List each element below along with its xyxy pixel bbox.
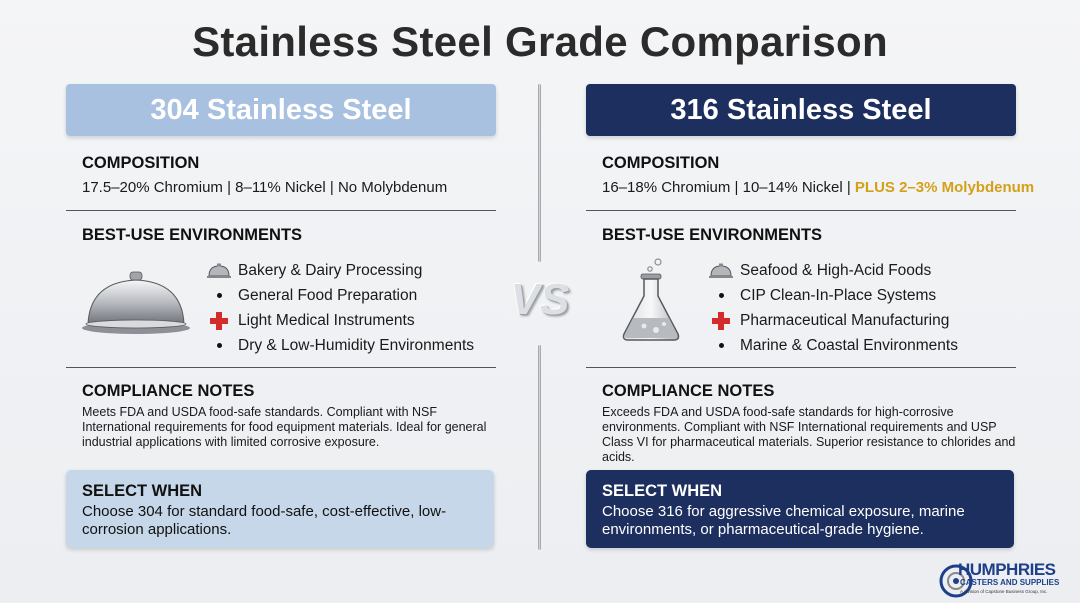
composition-title: COMPOSITION bbox=[602, 154, 720, 172]
env-item-label: Light Medical Instruments bbox=[238, 311, 415, 329]
cloche-icon bbox=[82, 271, 190, 334]
logo-caster-icon bbox=[939, 564, 973, 598]
list-item: Marine & Coastal Environments bbox=[706, 333, 958, 358]
compliance-notes-text: Exceeds FDA and USDA food-safe standards… bbox=[602, 405, 1016, 464]
logo-main-text: HUMPHRIES bbox=[958, 560, 1056, 579]
center-divider-top bbox=[538, 84, 541, 262]
compliance-notes-section: COMPLIANCE NOTES Meets FDA and USDA food… bbox=[82, 382, 496, 450]
bullet-icon bbox=[706, 293, 736, 298]
humphries-logo: HUMPHRIES CASTERS AND SUPPLIES A divisio… bbox=[938, 558, 1068, 600]
env-title: BEST-USE ENVIRONMENTS bbox=[602, 226, 823, 244]
env-list: Bakery & Dairy Processing General Food P… bbox=[204, 258, 474, 358]
cloche-icon bbox=[706, 263, 736, 279]
select-when-title: SELECT WHEN bbox=[82, 482, 203, 500]
compliance-notes-title: COMPLIANCE NOTES bbox=[82, 382, 255, 400]
divider bbox=[586, 367, 1016, 368]
env-item-label: General Food Preparation bbox=[238, 286, 418, 304]
medical-cross-icon bbox=[204, 311, 234, 330]
select-when-title: SELECT WHEN bbox=[602, 482, 723, 500]
select-when-text: Choose 304 for standard food-safe, cost-… bbox=[82, 503, 447, 538]
list-item: Bakery & Dairy Processing bbox=[204, 258, 474, 283]
env-section-title: BEST-USE ENVIRONMENTS bbox=[602, 226, 1016, 245]
vs-label: VS bbox=[510, 275, 570, 324]
page-title: Stainless Steel Grade Comparison bbox=[192, 18, 888, 65]
grade-316-header: 316 Stainless Steel bbox=[586, 84, 1016, 136]
grade-316-panel: 316 Stainless Steel COMPOSITION 16–18% C… bbox=[586, 84, 1034, 554]
logo-tagline: A division of Capstone Business Group, I… bbox=[960, 589, 1048, 594]
list-item: CIP Clean-In-Place Systems bbox=[706, 283, 958, 308]
select-when-text: Choose 316 for aggressive chemical expos… bbox=[602, 503, 965, 538]
env-item-label: Marine & Coastal Environments bbox=[740, 336, 958, 354]
list-item: Dry & Low-Humidity Environments bbox=[204, 333, 474, 358]
env-item-label: CIP Clean-In-Place Systems bbox=[740, 286, 937, 304]
select-when-box: SELECT WHEN Choose 316 for aggressive ch… bbox=[586, 470, 1014, 548]
divider bbox=[66, 210, 496, 211]
env-item-label: Bakery & Dairy Processing bbox=[238, 261, 423, 279]
env-title: BEST-USE ENVIRONMENTS bbox=[82, 226, 303, 244]
list-item: General Food Preparation bbox=[204, 283, 474, 308]
compliance-notes-text: Meets FDA and USDA food-safe standards. … bbox=[82, 405, 487, 449]
bullet-icon bbox=[706, 343, 736, 348]
grade-304-panel: 304 Stainless Steel COMPOSITION 17.5–20%… bbox=[66, 84, 496, 554]
select-when-box: SELECT WHEN Choose 304 for standard food… bbox=[66, 470, 494, 548]
logo-sub-text: CASTERS AND SUPPLIES bbox=[960, 578, 1060, 587]
composition-section: COMPOSITION 16–18% Chromium | 10–14% Nic… bbox=[602, 154, 1034, 196]
list-item: Pharmaceutical Manufacturing bbox=[706, 308, 958, 333]
bullet-icon bbox=[204, 343, 234, 348]
divider bbox=[66, 367, 496, 368]
bullet-icon bbox=[204, 293, 234, 298]
env-list: Seafood & High-Acid Foods CIP Clean-In-P… bbox=[706, 258, 958, 358]
composition-text: 17.5–20% Chromium | 8–11% Nickel | No Mo… bbox=[82, 179, 448, 196]
medical-cross-icon bbox=[706, 311, 736, 330]
divider bbox=[586, 210, 1016, 211]
flask-icon bbox=[622, 258, 680, 341]
compliance-notes-title: COMPLIANCE NOTES bbox=[602, 382, 775, 400]
center-divider-bottom bbox=[538, 345, 541, 550]
env-item-label: Seafood & High-Acid Foods bbox=[740, 261, 932, 279]
composition-section: COMPOSITION 17.5–20% Chromium | 8–11% Ni… bbox=[82, 154, 496, 196]
composition-title: COMPOSITION bbox=[82, 154, 200, 172]
env-item-label: Dry & Low-Humidity Environments bbox=[238, 336, 475, 354]
list-item: Seafood & High-Acid Foods bbox=[706, 258, 958, 283]
grade-304-header: 304 Stainless Steel bbox=[66, 84, 496, 136]
list-item: Light Medical Instruments bbox=[204, 308, 474, 333]
env-item-label: Pharmaceutical Manufacturing bbox=[740, 311, 950, 329]
composition-main: 16–18% Chromium | 10–14% Nickel | bbox=[602, 179, 855, 196]
molybdenum-highlight: PLUS 2–3% Molybdenum bbox=[854, 179, 1035, 196]
compliance-notes-section: COMPLIANCE NOTES Exceeds FDA and USDA fo… bbox=[602, 382, 1016, 465]
env-section-title: BEST-USE ENVIRONMENTS bbox=[82, 226, 496, 245]
cloche-icon bbox=[204, 263, 234, 279]
composition-text: 16–18% Chromium | 10–14% Nickel | PLUS 2… bbox=[602, 179, 1034, 196]
